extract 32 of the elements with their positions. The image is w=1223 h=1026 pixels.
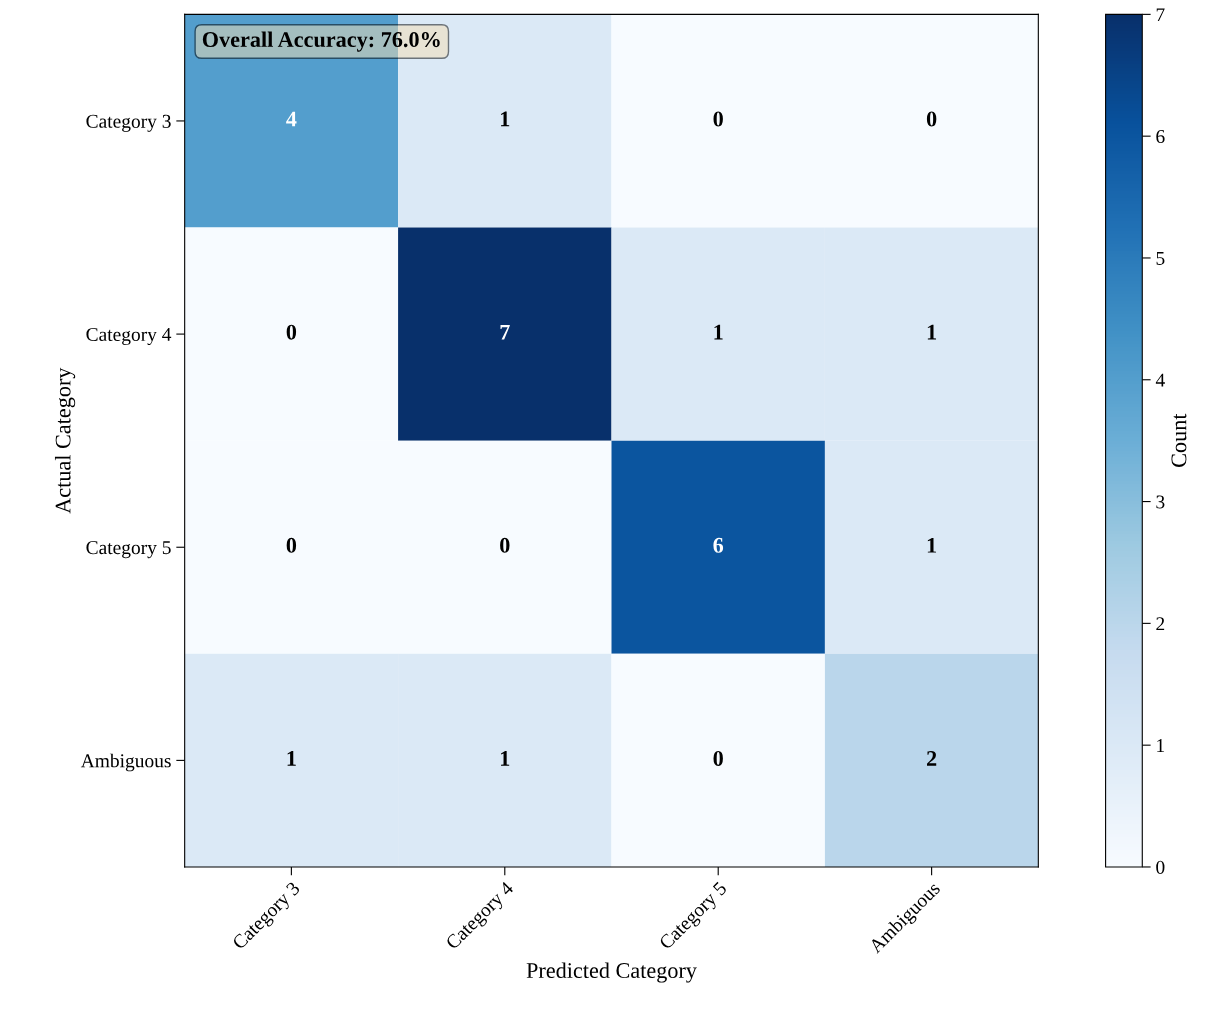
y-tick-label: Category 3 bbox=[86, 114, 171, 132]
color-bar-label: 1 bbox=[1157, 739, 1165, 752]
data-label: 2 bbox=[927, 751, 937, 766]
color-bar-label: 4 bbox=[1155, 373, 1165, 387]
color-bar-label: 3 bbox=[1156, 495, 1165, 509]
data-label: 1 bbox=[501, 111, 510, 127]
data-label: 1 bbox=[287, 751, 296, 766]
color-bar-title: Count bbox=[1171, 413, 1187, 467]
color-bar-label: 5 bbox=[1156, 251, 1165, 265]
y-axis-title: Actual Category bbox=[54, 367, 76, 514]
data-label: 1 bbox=[501, 751, 510, 766]
color-bar-label: 6 bbox=[1156, 130, 1165, 144]
data-label: 1 bbox=[927, 537, 937, 553]
data-label: 0 bbox=[713, 750, 723, 766]
y-tick-label: Category 5 bbox=[86, 541, 171, 559]
data-label: 6 bbox=[713, 537, 724, 553]
data-label: 0 bbox=[286, 324, 297, 340]
data-label: 1 bbox=[927, 324, 937, 340]
color-bar-label: 7 bbox=[1156, 8, 1165, 22]
y-tick-label: Ambiguous bbox=[80, 753, 171, 772]
color-bar-label: 2 bbox=[1156, 617, 1165, 631]
data-label: 0 bbox=[286, 537, 297, 553]
data-label: 4 bbox=[286, 111, 297, 127]
annotation: Overall Accuracy: 76.0% bbox=[202, 31, 440, 52]
data-label: 7 bbox=[500, 324, 510, 340]
data-label: 0 bbox=[500, 537, 510, 553]
data-label: 0 bbox=[926, 111, 937, 127]
x-axis-title: Predicted Category bbox=[526, 962, 697, 983]
data-label: 0 bbox=[713, 111, 723, 127]
y-tick-label: Category 4 bbox=[86, 327, 172, 346]
data-label: 1 bbox=[714, 324, 723, 340]
color-bar-label: 0 bbox=[1156, 860, 1165, 874]
